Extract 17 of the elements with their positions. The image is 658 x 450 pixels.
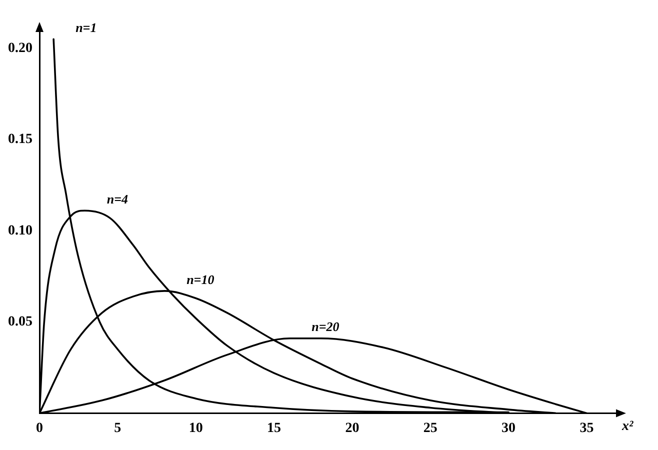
x-tick-label: 25 <box>423 421 438 436</box>
y-tick-label: 0.15 <box>8 132 32 148</box>
x-axis-title: x² <box>621 418 634 434</box>
x-tick-label: 0 <box>36 421 43 436</box>
series-label: n=4 <box>106 192 128 207</box>
series-label: n=20 <box>312 319 340 334</box>
x-tick-label: 30 <box>502 421 516 436</box>
y-tick-label: 0.05 <box>8 314 32 330</box>
x-tick-label: 20 <box>345 421 360 436</box>
y-tick-label: 0.10 <box>8 223 32 238</box>
x-tick-label: 5 <box>114 421 122 436</box>
x-tick-label: 35 <box>580 421 594 436</box>
y-tick-label: 0.20 <box>8 40 32 56</box>
x-tick-label: 10 <box>188 421 203 436</box>
series-label: n=10 <box>186 272 215 287</box>
x-tick-label: 15 <box>267 421 282 436</box>
series-label: n=1 <box>76 20 97 35</box>
